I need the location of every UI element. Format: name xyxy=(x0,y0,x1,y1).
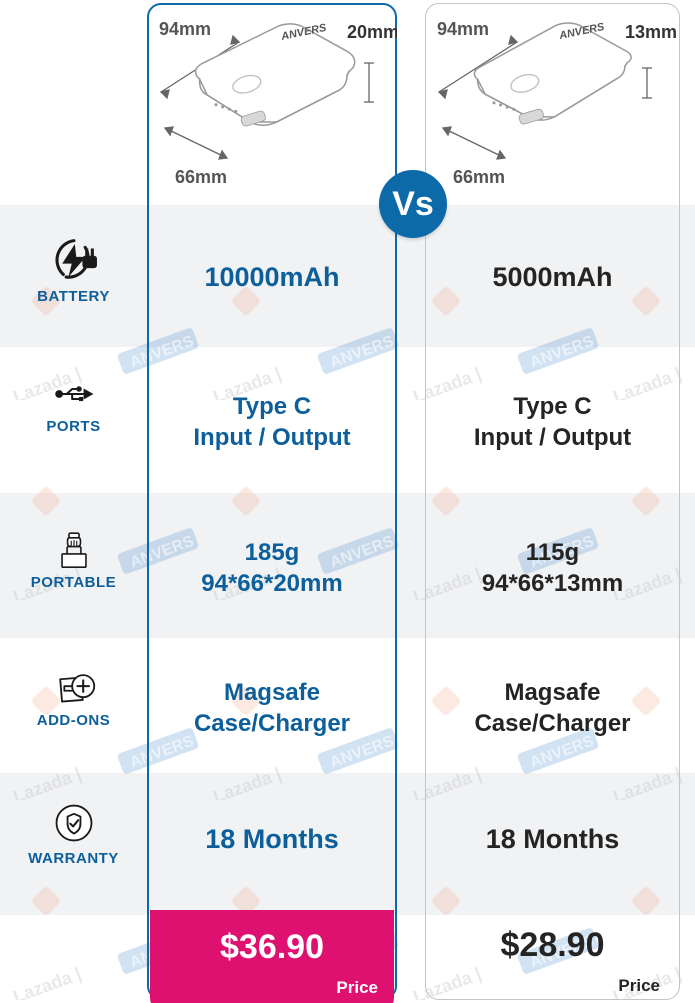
svg-text:94mm: 94mm xyxy=(159,19,211,39)
svg-text:94mm: 94mm xyxy=(437,19,489,39)
svg-text:66mm: 66mm xyxy=(453,167,505,187)
svg-text:20mm: 20mm xyxy=(347,22,397,42)
svg-text:13mm: 13mm xyxy=(625,22,677,42)
svg-text:66mm: 66mm xyxy=(175,167,227,187)
